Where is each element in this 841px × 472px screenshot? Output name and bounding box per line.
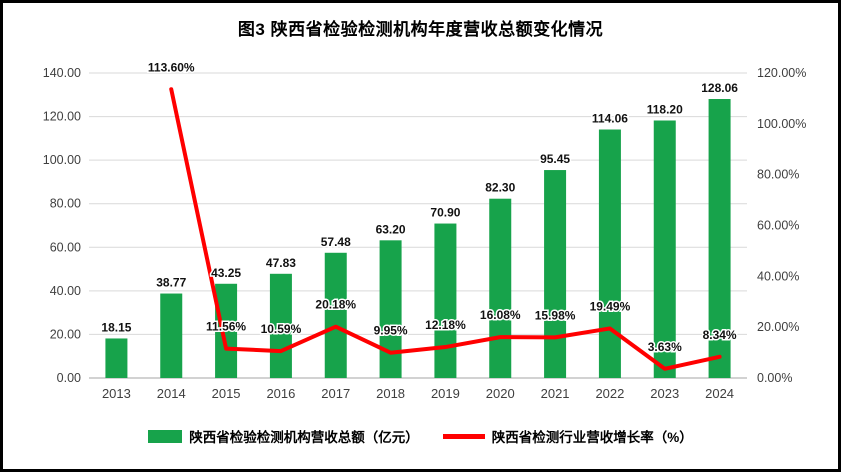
bar-value-label: 57.48 <box>321 235 351 249</box>
bar-value-label: 118.20 <box>647 102 683 116</box>
left-axis-tick: 140.00 <box>43 66 81 80</box>
bar <box>708 99 731 378</box>
bar <box>324 252 347 378</box>
right-axis-tick: 120.00% <box>757 66 806 80</box>
x-axis-label: 2015 <box>212 386 241 401</box>
bar <box>653 120 676 378</box>
line-value-label: 12.18% <box>425 318 466 332</box>
bar-value-label: 82.30 <box>485 181 515 195</box>
bar <box>544 170 567 378</box>
x-axis-label: 2013 <box>102 386 131 401</box>
left-axis-tick: 40.00 <box>50 284 81 298</box>
bar-value-label: 43.25 <box>211 266 241 280</box>
bar-value-label: 95.45 <box>540 152 570 166</box>
bar <box>489 198 512 378</box>
x-axis-label: 2019 <box>431 386 460 401</box>
left-axis-tick: 20.00 <box>50 327 81 341</box>
right-axis-tick: 60.00% <box>757 219 799 233</box>
legend-bar-label: 陕西省检验检测机构营收总额（亿元） <box>189 430 419 445</box>
left-axis-tick: 100.00 <box>43 153 81 167</box>
bar <box>598 129 621 378</box>
legend-line-label: 陕西省检测行业营收增长率（%） <box>491 430 693 445</box>
right-axis-tick: 80.00% <box>757 168 799 182</box>
growth-line <box>169 87 722 371</box>
bar <box>434 223 457 378</box>
bar-value-label: 18.15 <box>101 320 131 334</box>
chart-plot-area: 140.00 120.00 100.00 80.00 60.00 40.00 20.00 0.… <box>43 59 807 401</box>
right-axis-tick: 20.00% <box>757 320 799 334</box>
x-axis-label: 2020 <box>486 386 515 401</box>
legend-item-bar: 陕西省检验检测机构营收总额（亿元） <box>148 426 419 446</box>
line-value-label: 8.34% <box>703 328 737 342</box>
x-axis-label: 2014 <box>157 386 186 401</box>
x-axis-label: 2018 <box>376 386 405 401</box>
x-axis-label: 2022 <box>595 386 624 401</box>
line-value-label: 9.95% <box>374 324 408 338</box>
x-axis-label: 2024 <box>705 386 734 401</box>
bar <box>215 283 238 378</box>
line-value-label: 20.18% <box>315 298 356 312</box>
line-value-label: 19.49% <box>590 299 631 313</box>
line-value-label: 11.56% <box>206 320 246 334</box>
x-axis-label: 2021 <box>541 386 570 401</box>
line-value-label: 15.98% <box>535 308 576 322</box>
line-value-label: 113.60% <box>148 60 195 74</box>
left-axis-tick: 120.00 <box>43 110 81 124</box>
left-axis-tick: 60.00 <box>50 240 81 254</box>
x-axis-label: 2017 <box>321 386 350 401</box>
left-axis-tick: 80.00 <box>50 197 81 211</box>
right-axis-tick: 0.00% <box>757 371 792 385</box>
bar-value-label: 63.20 <box>376 222 406 236</box>
line-value-label: 3.63% <box>648 340 682 354</box>
bar-value-label: 47.83 <box>266 256 296 270</box>
line-value-label: 16.08% <box>480 308 521 322</box>
right-axis-tick: 100.00% <box>757 117 806 131</box>
line-value-label: 10.59% <box>261 322 302 336</box>
line-series-swatch-icon <box>442 433 485 439</box>
x-axis-label: 2016 <box>266 386 295 401</box>
bar-value-label: 128.06 <box>701 81 738 95</box>
bar-value-label: 114.06 <box>592 112 628 126</box>
left-axis-tick: 0.00 <box>57 371 81 385</box>
bar-value-label: 70.90 <box>430 206 460 220</box>
right-axis-tick: 40.00% <box>757 269 799 283</box>
bar <box>379 240 402 378</box>
x-axis-label: 2023 <box>650 386 679 401</box>
bar <box>160 293 183 378</box>
chart-legend: 陕西省检验检测机构营收总额（亿元） 陕西省检测行业营收增长率（%） <box>3 419 838 453</box>
bar <box>105 338 128 378</box>
legend-item-line: 陕西省检测行业营收增长率（%） <box>442 426 693 446</box>
bar-value-label: 38.77 <box>156 276 186 290</box>
chart-title: 图3 陕西省检验检测机构年度营收总额变化情况 <box>237 20 604 39</box>
bar-series-swatch-icon <box>148 429 183 443</box>
